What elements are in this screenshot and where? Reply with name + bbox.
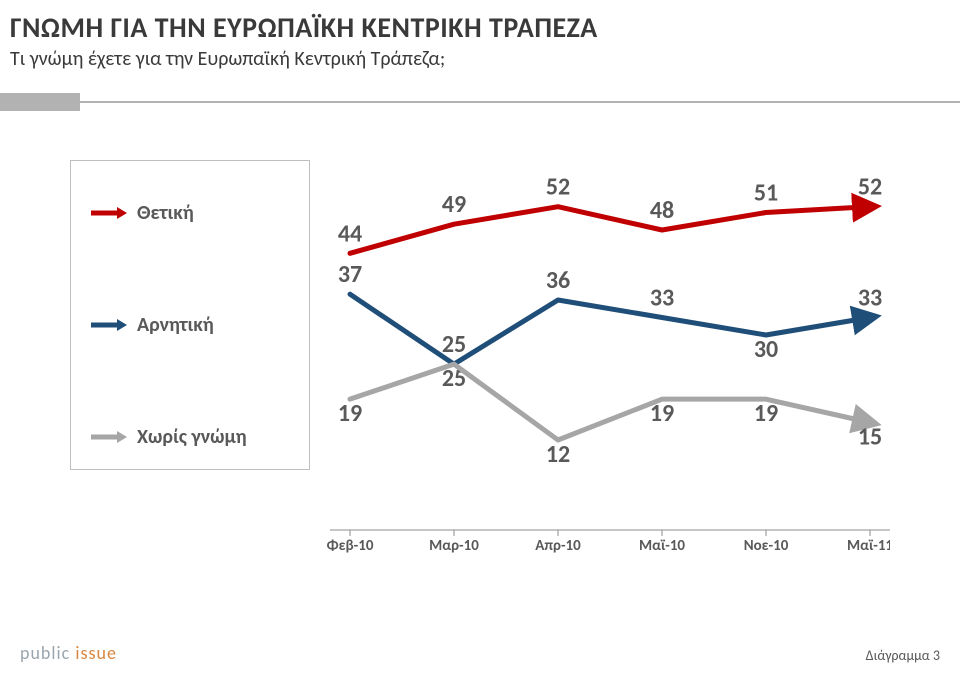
chart-legend: Θετική Αρνητική Χωρίς γνώμη [70,160,310,470]
data-label: 51 [754,179,778,208]
data-label: 37 [338,260,362,289]
data-label: 19 [338,399,362,428]
page: ΓΝΩΜΗ ΓΙΑ ΤΗΝ ΕΥΡΩΠΑΪΚΗ ΚΕΝΤΡΙΚΗ ΤΡΑΠΕΖΑ… [0,0,960,679]
data-label: 33 [650,284,674,313]
legend-item-positive: Θετική [91,201,289,225]
legend-label: Χωρίς γνώμη [137,425,247,449]
x-axis-label: Μαρ-10 [429,537,479,555]
footer-logo-left: public [20,642,75,664]
legend-item-noop: Χωρίς γνώμη [91,425,289,449]
x-axis-label: Νοε-10 [744,537,789,555]
title-area: ΓΝΩΜΗ ΓΙΑ ΤΗΝ ΕΥΡΩΠΑΪΚΗ ΚΕΝΤΡΙΚΗ ΤΡΑΠΕΖΑ… [0,0,960,71]
legend-item-negative: Αρνητική [91,313,289,337]
page-title: ΓΝΩΜΗ ΓΙΑ ΤΗΝ ΕΥΡΩΠΑΪΚΗ ΚΕΝΤΡΙΚΗ ΤΡΑΠΕΖΑ [10,10,950,45]
data-label: 48 [650,196,674,225]
legend-arrow-icon [91,318,127,332]
legend-arrow-icon [91,206,127,220]
data-label: 33 [858,284,882,313]
divider [0,93,960,111]
page-subtitle: Τι γνώμη έχετε για την Ευρωπαϊκή Κεντρικ… [10,47,950,71]
legend-arrow-icon [91,430,127,444]
footer-logo: public issue [20,642,117,664]
data-label: 30 [754,335,778,364]
footer-page-number: Διάγραμμα 3 [866,647,940,664]
x-axis-label: Μαϊ-10 [639,537,685,555]
data-label: 19 [650,399,674,428]
chart-area: Φεβ-10 Μαρ-10 Απρ-10 Μαϊ-10 Νοε-10 Μαϊ-11 44 49… [70,150,890,570]
series-line-positive [350,207,870,254]
footer-logo-right: issue [75,642,117,664]
data-label: 25 [442,330,466,359]
divider-line [80,101,960,103]
legend-label: Αρνητική [137,313,214,337]
x-axis-label: Απρ-10 [535,537,581,555]
x-axis-label: Φεβ-10 [327,537,374,555]
x-axis-label: Μαϊ-11 [847,537,890,555]
data-label: 15 [858,423,882,452]
data-label: 52 [858,173,882,202]
series-line-noop [350,364,870,440]
data-label: 19 [754,399,778,428]
data-label: 12 [546,440,570,469]
data-label: 49 [442,190,466,219]
series-line-negative [350,294,870,364]
legend-label: Θετική [137,201,194,225]
data-label: 36 [546,266,570,295]
divider-block [0,93,80,111]
data-label: 44 [338,219,362,248]
data-label: 52 [546,173,570,202]
